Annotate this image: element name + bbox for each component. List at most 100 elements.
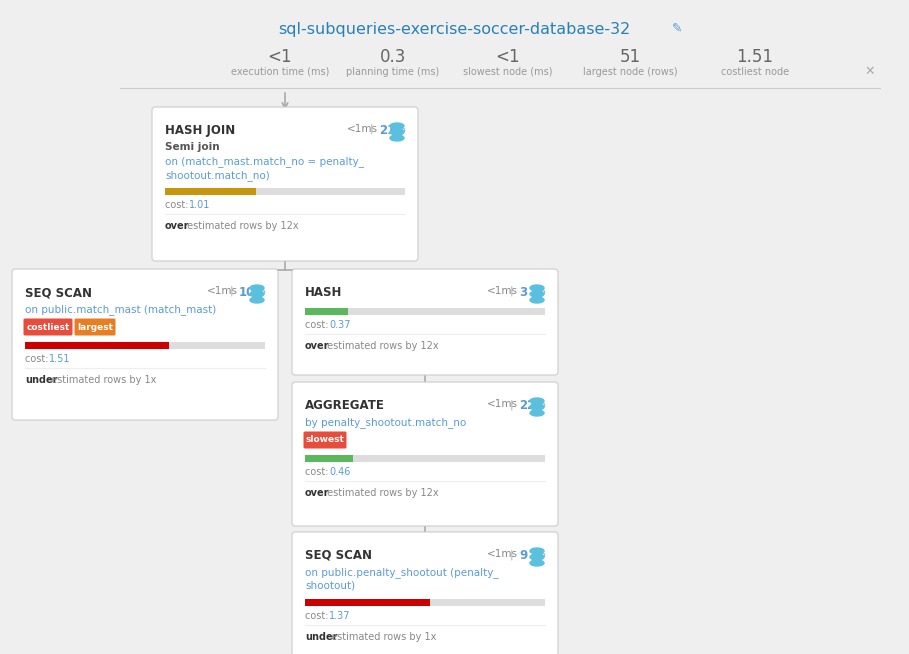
Text: %: %	[535, 549, 544, 559]
Text: HASH JOIN: HASH JOIN	[165, 124, 235, 137]
Text: 22: 22	[519, 399, 535, 412]
Ellipse shape	[530, 560, 544, 566]
Text: <1ms: <1ms	[207, 286, 238, 296]
Text: 10: 10	[239, 286, 255, 299]
Text: HASH: HASH	[305, 286, 343, 299]
FancyBboxPatch shape	[292, 532, 558, 654]
Text: cost:: cost:	[305, 467, 332, 477]
Text: slowest: slowest	[305, 436, 345, 445]
Text: %: %	[535, 286, 544, 296]
Text: %: %	[255, 286, 265, 296]
Text: estimated rows by 1x: estimated rows by 1x	[48, 375, 156, 385]
Text: SEQ SCAN: SEQ SCAN	[305, 549, 372, 562]
Text: 3: 3	[519, 286, 527, 299]
Text: %: %	[395, 124, 405, 134]
Text: Semi join: Semi join	[165, 142, 220, 152]
Text: 21: 21	[379, 124, 395, 137]
Ellipse shape	[250, 285, 264, 291]
Text: 1.01: 1.01	[189, 200, 210, 210]
Text: largest: largest	[77, 322, 113, 332]
Text: %: %	[535, 399, 544, 409]
Bar	[165, 188, 256, 195]
Bar	[305, 455, 545, 462]
Ellipse shape	[530, 410, 544, 416]
Text: costliest node: costliest node	[721, 67, 789, 77]
Bar	[305, 599, 430, 606]
Text: estimated rows by 12x: estimated rows by 12x	[324, 341, 438, 351]
Ellipse shape	[390, 123, 404, 129]
Text: 1.37: 1.37	[329, 611, 351, 621]
Bar	[25, 342, 169, 349]
Ellipse shape	[390, 135, 404, 141]
Ellipse shape	[250, 297, 264, 303]
Bar	[305, 308, 348, 315]
Ellipse shape	[250, 291, 264, 297]
FancyBboxPatch shape	[75, 318, 115, 336]
Text: on (match_mast.match_no = penalty_: on (match_mast.match_no = penalty_	[165, 156, 364, 167]
Text: shootout.match_no): shootout.match_no)	[165, 170, 270, 181]
Ellipse shape	[530, 404, 544, 410]
Text: cost:: cost:	[305, 320, 332, 330]
FancyBboxPatch shape	[12, 269, 278, 420]
Bar	[165, 188, 405, 195]
Text: under: under	[25, 375, 57, 385]
FancyBboxPatch shape	[292, 269, 558, 375]
Text: 1.51: 1.51	[49, 354, 71, 364]
Text: cost:: cost:	[165, 200, 192, 210]
FancyBboxPatch shape	[24, 318, 73, 336]
Text: sql-subqueries-exercise-soccer-database-32: sql-subqueries-exercise-soccer-database-…	[278, 22, 630, 37]
Text: under: under	[305, 632, 337, 642]
Bar	[305, 308, 545, 315]
Ellipse shape	[530, 297, 544, 303]
Ellipse shape	[530, 554, 544, 560]
Text: on public.match_mast (match_mast): on public.match_mast (match_mast)	[25, 304, 216, 315]
Bar	[25, 342, 265, 349]
Text: estimated rows by 12x: estimated rows by 12x	[184, 221, 298, 231]
Text: |: |	[230, 286, 234, 296]
Text: execution time (ms): execution time (ms)	[231, 67, 329, 77]
Text: over: over	[305, 488, 329, 498]
Text: planning time (ms): planning time (ms)	[346, 67, 440, 77]
Text: on public.penalty_shootout (penalty_: on public.penalty_shootout (penalty_	[305, 567, 499, 578]
Ellipse shape	[530, 398, 544, 404]
Text: <1: <1	[267, 48, 293, 66]
Text: |: |	[510, 286, 514, 296]
Text: largest node (rows): largest node (rows)	[583, 67, 677, 77]
Ellipse shape	[390, 129, 404, 135]
Bar	[305, 599, 545, 606]
Text: estimated rows by 12x: estimated rows by 12x	[324, 488, 438, 498]
Bar	[305, 455, 353, 462]
Text: 0.3: 0.3	[380, 48, 406, 66]
Text: 51: 51	[619, 48, 641, 66]
FancyBboxPatch shape	[304, 432, 346, 449]
Text: ✎: ✎	[672, 22, 683, 35]
Text: ✕: ✕	[864, 65, 875, 78]
Text: <1ms: <1ms	[487, 549, 518, 559]
Text: over: over	[305, 341, 329, 351]
Text: <1ms: <1ms	[487, 399, 518, 409]
Text: AGGREGATE: AGGREGATE	[305, 399, 385, 412]
Text: by penalty_shootout.match_no: by penalty_shootout.match_no	[305, 417, 466, 428]
Text: costliest: costliest	[26, 322, 70, 332]
Text: 1.51: 1.51	[736, 48, 774, 66]
Text: |: |	[370, 124, 374, 135]
Text: |: |	[510, 399, 514, 409]
FancyBboxPatch shape	[292, 382, 558, 526]
Text: 0.46: 0.46	[329, 467, 350, 477]
Ellipse shape	[530, 291, 544, 297]
Text: over: over	[165, 221, 189, 231]
Text: <1ms: <1ms	[487, 286, 518, 296]
Ellipse shape	[530, 548, 544, 554]
Text: 9: 9	[519, 549, 527, 562]
Text: <1: <1	[495, 48, 520, 66]
Text: 0.37: 0.37	[329, 320, 351, 330]
FancyBboxPatch shape	[152, 107, 418, 261]
Text: SEQ SCAN: SEQ SCAN	[25, 286, 92, 299]
Text: cost:: cost:	[305, 611, 332, 621]
Text: shootout): shootout)	[305, 581, 355, 591]
Text: cost:: cost:	[25, 354, 52, 364]
Ellipse shape	[530, 285, 544, 291]
Text: <1ms: <1ms	[347, 124, 378, 134]
Text: slowest node (ms): slowest node (ms)	[464, 67, 553, 77]
Text: estimated rows by 1x: estimated rows by 1x	[328, 632, 436, 642]
